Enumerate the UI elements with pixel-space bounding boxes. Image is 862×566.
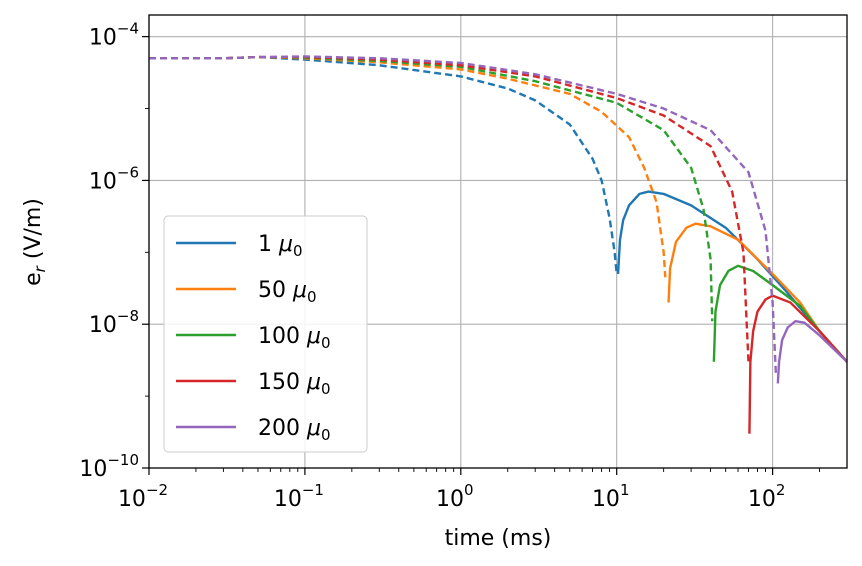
series-150 (149, 55, 847, 434)
series-200 (149, 55, 847, 384)
series-100-negative-line (149, 55, 714, 322)
legend-mu-sub: 0 (321, 334, 331, 352)
legend-box (163, 215, 368, 453)
x-tick-exp: −2 (146, 481, 168, 499)
y-tick-base: 10 (79, 457, 107, 482)
y-tick-label: 10−8 (89, 307, 139, 338)
major-ticks (142, 36, 774, 475)
series-100-positive-line (712, 264, 847, 363)
legend-value: 1 (258, 232, 279, 257)
legend-label-200: 200 μ0 (258, 416, 331, 444)
x-tick-base: 10 (118, 487, 146, 512)
x-tick-label: 10−2 (118, 481, 168, 512)
y-tick-label: 10−6 (89, 163, 139, 194)
legend-mu: μ (306, 416, 321, 441)
series-150-negative-line (149, 55, 750, 362)
legend-mu: μ (306, 324, 321, 349)
y-tick-exp: −4 (117, 20, 139, 38)
x-tick-exp: 0 (464, 481, 474, 499)
x-tick-base: 10 (274, 487, 302, 512)
legend-value: 50 (258, 278, 293, 303)
plot-frame (148, 14, 848, 469)
legend-mu: μ (292, 278, 307, 303)
y-axis-label-sub: r (31, 265, 49, 272)
y-axis-label-unit: (V/m) (21, 198, 46, 266)
legend-value: 100 (258, 324, 307, 349)
series-100 (149, 55, 847, 363)
x-tick-label: 10−1 (274, 481, 324, 512)
y-tick-base: 10 (89, 26, 117, 51)
series-1-positive-line (616, 190, 847, 363)
y-tick-exp: −8 (117, 307, 139, 325)
series-200-negative-line (149, 55, 778, 375)
x-tick-base: 10 (592, 487, 620, 512)
y-axis-label: er (V/m) (21, 198, 49, 286)
series-150-positive-line (748, 294, 847, 434)
y-tick-base: 10 (89, 313, 117, 338)
x-tick-label: 102 (748, 481, 786, 512)
x-tick-base: 10 (436, 487, 464, 512)
y-tick-exp: −6 (117, 163, 139, 181)
legend-mu-sub: 0 (307, 288, 317, 306)
y-axis-label-main: e (21, 272, 46, 286)
legend-mu-sub: 0 (321, 426, 331, 444)
y-tick-label: 10−10 (79, 451, 139, 482)
x-tick-base: 10 (748, 487, 776, 512)
legend-value: 200 (258, 416, 307, 441)
legend-label-50: 50 μ0 (258, 278, 317, 306)
x-tick-exp: 1 (620, 481, 630, 499)
legend-label-150: 150 μ0 (258, 370, 331, 398)
y-tick-base: 10 (89, 169, 117, 194)
legend-mu-sub: 0 (321, 380, 331, 398)
legend-value: 150 (258, 370, 307, 395)
legend-mu-sub: 0 (293, 242, 303, 260)
y-tick-label: 10−4 (89, 20, 139, 51)
series-50-positive-line (667, 222, 847, 363)
x-axis-label: time (ms) (445, 526, 552, 551)
minor-ticks (145, 108, 820, 472)
legend-mu: μ (306, 370, 321, 395)
y-tick-exp: −10 (107, 451, 139, 469)
x-tick-exp: 2 (776, 481, 786, 499)
x-tick-label: 101 (592, 481, 630, 512)
x-tick-label: 100 (436, 481, 474, 512)
series-200-positive-line (776, 320, 847, 384)
legend-label-100: 100 μ0 (258, 324, 331, 352)
legend-label-1: 1 μ0 (258, 232, 303, 260)
x-tick-labels: 10−2 10−1 100 101 102 (118, 481, 785, 512)
x-tick-exp: −1 (302, 481, 324, 499)
series-layer (149, 55, 847, 434)
legend-mu: μ (278, 232, 293, 257)
